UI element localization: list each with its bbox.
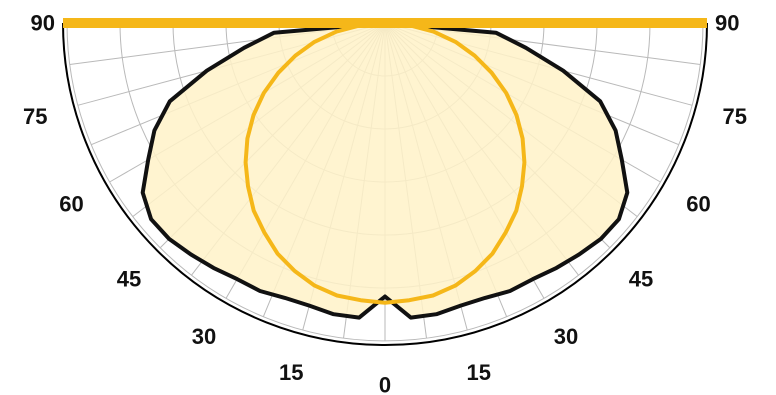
tick-label-left-90: 90 [31,11,55,36]
angle-tick-labels: 90 75 60 45 30 15 0 15 30 45 60 75 90 [23,11,747,395]
tick-label-right-90: 90 [715,11,739,36]
tick-label-right-30: 30 [554,324,578,349]
tick-label-left-30: 30 [192,324,216,349]
tick-label-right-60: 60 [686,192,710,217]
primary-distribution-curve [140,21,630,320]
tick-label-left-75: 75 [23,104,47,129]
tick-label-right-15: 15 [466,360,490,385]
tick-label-left-15: 15 [279,360,303,385]
tick-label-right-75: 75 [722,104,746,129]
tick-label-center-0: 0 [379,373,391,395]
outer-semicircle-frame [62,22,708,346]
secondary-distribution-curve [243,21,527,305]
tick-label-left-45: 45 [117,267,141,292]
tick-label-left-60: 60 [59,192,83,217]
tick-label-right-45: 45 [629,267,653,292]
